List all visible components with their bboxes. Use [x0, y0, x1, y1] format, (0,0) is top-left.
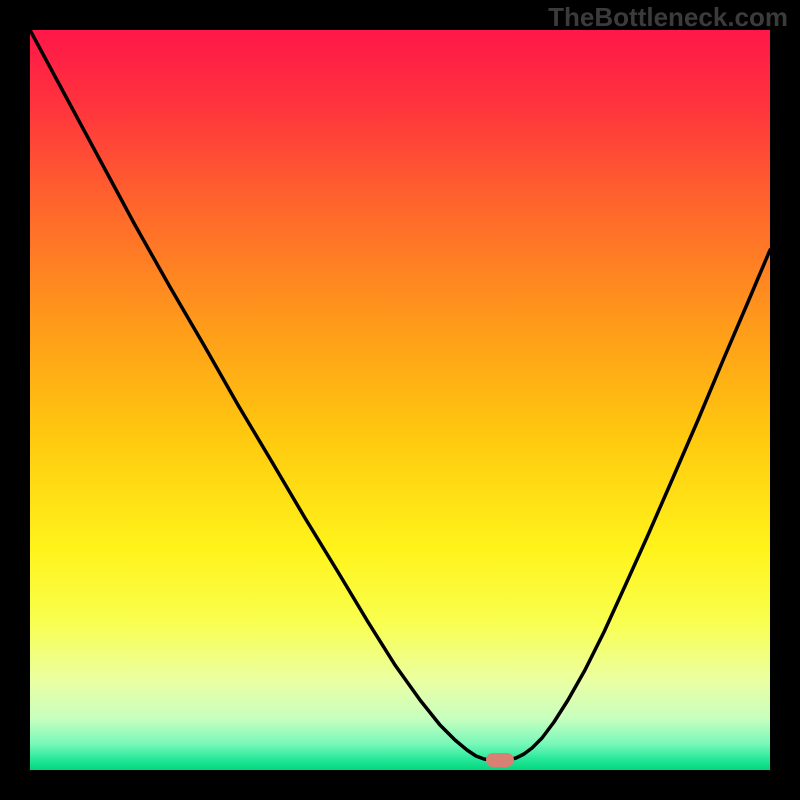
- watermark: TheBottleneck.com: [548, 2, 788, 32]
- chart-background: [30, 30, 770, 770]
- optimum-marker: [486, 753, 514, 767]
- bottleneck-chart: TheBottleneck.com: [0, 0, 800, 800]
